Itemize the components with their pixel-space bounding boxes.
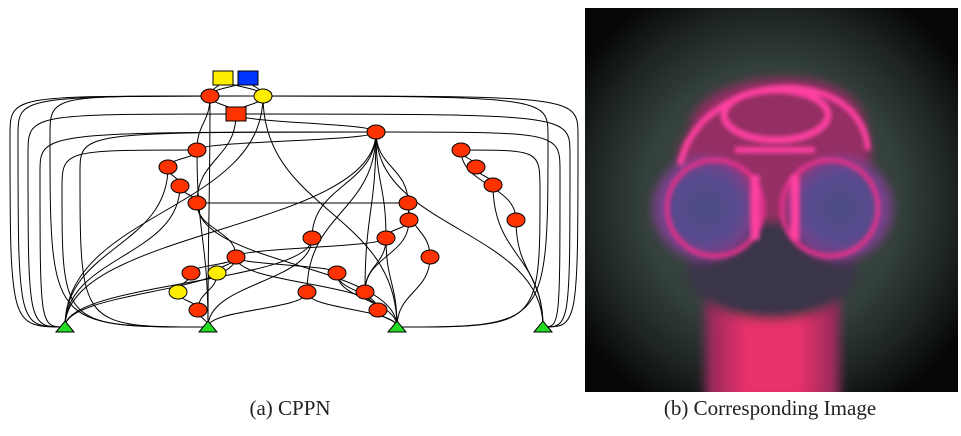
hidden-node bbox=[367, 125, 385, 139]
edge bbox=[197, 203, 236, 257]
edge bbox=[65, 186, 180, 327]
edge bbox=[18, 96, 263, 327]
hidden-node bbox=[421, 250, 439, 264]
figure: (a) CPPN (b) Corresponding Image bbox=[0, 0, 961, 431]
hidden-node bbox=[303, 231, 321, 245]
hidden-node bbox=[356, 285, 374, 299]
hidden-node bbox=[507, 213, 525, 227]
hidden-node bbox=[452, 143, 470, 157]
output-node bbox=[213, 71, 233, 85]
hidden-node bbox=[201, 89, 219, 103]
hidden-node bbox=[400, 213, 418, 227]
edge bbox=[197, 96, 210, 150]
caption: (b) Corresponding Image bbox=[664, 396, 876, 420]
edge bbox=[197, 114, 236, 203]
hidden-node bbox=[182, 266, 200, 280]
hidden-node bbox=[169, 285, 187, 299]
edge bbox=[408, 203, 430, 257]
cppn-graph bbox=[10, 71, 578, 332]
edge bbox=[376, 132, 543, 327]
output-node bbox=[238, 71, 258, 85]
hidden-node bbox=[189, 303, 207, 317]
hidden-node bbox=[254, 89, 272, 103]
output-node bbox=[226, 107, 246, 121]
edge bbox=[386, 238, 397, 327]
edge bbox=[397, 150, 540, 327]
hidden-node bbox=[377, 231, 395, 245]
edge bbox=[376, 132, 408, 203]
edge bbox=[208, 292, 307, 327]
edge bbox=[65, 132, 376, 327]
edge bbox=[197, 132, 376, 150]
edge bbox=[365, 238, 386, 292]
edge bbox=[516, 220, 543, 327]
hidden-node bbox=[298, 285, 316, 299]
hidden-node bbox=[188, 143, 206, 157]
hidden-node bbox=[171, 179, 189, 193]
hidden-node bbox=[369, 303, 387, 317]
hidden-node bbox=[399, 196, 417, 210]
hidden-node bbox=[484, 178, 502, 192]
hidden-node bbox=[467, 160, 485, 174]
edge bbox=[312, 132, 376, 238]
hidden-node bbox=[188, 196, 206, 210]
page: (a) CPPN (b) Corresponding Image (() => … bbox=[0, 0, 961, 431]
hidden-node bbox=[159, 160, 177, 174]
hidden-node bbox=[227, 250, 245, 264]
hidden-node bbox=[208, 266, 226, 280]
generated-image bbox=[585, 8, 958, 400]
edge bbox=[493, 185, 543, 327]
edge bbox=[208, 96, 210, 327]
edge bbox=[397, 257, 430, 327]
edge bbox=[197, 150, 208, 327]
hidden-node bbox=[328, 266, 346, 280]
caption: (a) CPPN bbox=[249, 396, 330, 420]
